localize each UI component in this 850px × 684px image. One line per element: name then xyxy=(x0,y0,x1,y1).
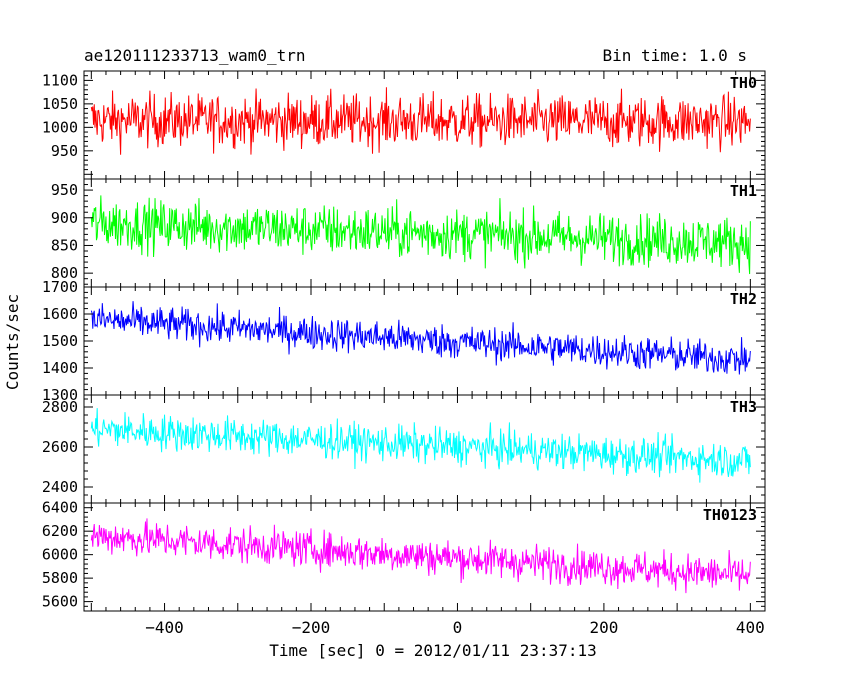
y-tick-label: 1100 xyxy=(42,71,78,89)
y-tick-label: 1300 xyxy=(42,386,78,404)
x-tick-labels: −400 −200 0 200 400 xyxy=(145,618,765,637)
x-tick-label: −400 xyxy=(145,618,184,637)
panels-group: 950 1000 1050 1100 TH0 800 850 900 950 TH1 1300 140… xyxy=(42,70,766,612)
series-line-th2 xyxy=(90,301,751,375)
y-tick-label: 2400 xyxy=(42,478,78,496)
y-tick-label: 1700 xyxy=(42,278,78,296)
series-line-th0123 xyxy=(90,518,751,594)
y-tick-label: 6400 xyxy=(42,499,78,517)
y-axis-label: Counts/sec xyxy=(3,294,22,390)
y-tick-label: 900 xyxy=(51,209,78,227)
y-tick-label: 950 xyxy=(51,142,78,160)
y-tick-label: 950 xyxy=(51,181,78,199)
panel-th2: 1300 1400 1500 1600 1700 TH2 xyxy=(42,278,766,404)
y-tick-label: 6000 xyxy=(42,546,78,564)
y-tick-label: 2600 xyxy=(42,438,78,456)
bin-time-label: Bin time: 1.0 s xyxy=(603,46,748,65)
panel-th0123: 5600 5800 6000 6200 6400 TH0123 xyxy=(42,499,766,612)
y-tick-label: 1500 xyxy=(42,332,78,350)
panel-label-th2: TH2 xyxy=(730,290,757,308)
series-line-th0 xyxy=(90,87,751,155)
panel-th1: 800 850 900 950 TH1 xyxy=(51,178,766,288)
y-tick-label: 5800 xyxy=(42,569,78,587)
x-tick-label: −200 xyxy=(292,618,331,637)
series-line-th3 xyxy=(90,408,751,483)
y-tick-label: 850 xyxy=(51,236,78,254)
x-tick-label: 0 xyxy=(453,618,463,637)
panel-label-th3: TH3 xyxy=(730,398,757,416)
chart-title: ae120111233713_wam0_trn xyxy=(84,46,306,65)
y-tick-label: 1000 xyxy=(42,118,78,136)
x-tick-label: 400 xyxy=(736,618,765,637)
y-tick-label: 6200 xyxy=(42,522,78,540)
y-tick-label: 5600 xyxy=(42,593,78,611)
panel-label-th0123: TH0123 xyxy=(703,506,757,524)
y-tick-label: 1050 xyxy=(42,95,78,113)
y-tick-label: 1400 xyxy=(42,359,78,377)
panel-label-th0: TH0 xyxy=(730,74,757,92)
y-tick-label: 800 xyxy=(51,264,78,282)
panel-frame xyxy=(83,502,766,612)
panel-th3: 2400 2600 2800 TH3 xyxy=(42,394,766,504)
panel-label-th1: TH1 xyxy=(730,182,757,200)
x-tick-label: 200 xyxy=(589,618,618,637)
series-line-th1 xyxy=(90,195,751,275)
y-tick-label: 2800 xyxy=(42,398,78,416)
x-axis-label: Time [sec] 0 = 2012/01/11 23:37:13 xyxy=(269,641,597,660)
panel-th0: 950 1000 1050 1100 TH0 xyxy=(42,70,766,180)
y-tick-label: 1600 xyxy=(42,305,78,323)
